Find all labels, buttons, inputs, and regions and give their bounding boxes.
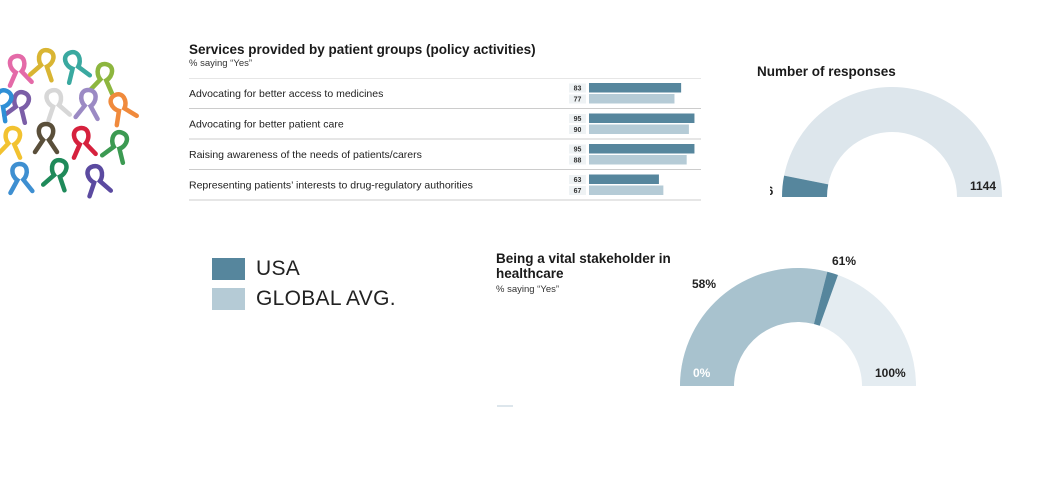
value-badge: [569, 144, 586, 154]
value-badge: [569, 83, 586, 93]
bar-global: [589, 185, 664, 195]
bar-usa: [589, 113, 695, 123]
vital-label-usa: 58%: [692, 277, 716, 291]
ribbon-icon: [44, 87, 73, 123]
ribbon-icon: [88, 61, 115, 96]
responses-label-total: 1144: [970, 179, 996, 193]
services-bar-chart: Services provided by patient groups (pol…: [189, 42, 701, 201]
value-badge: [569, 114, 586, 123]
vital-chart-title: Being a vital stakeholder in healthcare: [496, 251, 671, 281]
bar-global: [589, 94, 675, 104]
legend-label-usa: USA: [256, 257, 301, 280]
ribbon-icon: [99, 129, 130, 166]
legend-swatch-global: [212, 288, 245, 310]
value-badge: [569, 155, 586, 165]
awareness-ribbons-icon: [0, 47, 139, 199]
value-badge: [569, 175, 586, 184]
value-badge: [569, 186, 586, 195]
vital-label-global: 61%: [832, 254, 856, 268]
legend-label-global: GLOBAL AVG.: [256, 287, 396, 310]
vital-stakeholder-gauge: 58% 61% 0% 100%: [680, 254, 916, 386]
legend-item-global: GLOBAL AVG.: [212, 284, 396, 314]
bar-usa: [589, 174, 659, 184]
bar-usa: [589, 144, 695, 154]
bar-chart-title: Services provided by patient groups (pol…: [189, 42, 536, 57]
ribbon-icon: [0, 125, 23, 160]
vital-slice-usa: [680, 268, 828, 386]
bar-category-label: Representing patients’ interests to drug…: [189, 180, 473, 192]
value-badge: [569, 125, 586, 134]
responses-slice-other: [784, 87, 1002, 197]
ribbon-icon: [32, 121, 60, 155]
bar-value-label: 88: [574, 158, 582, 165]
bar-chart-plot: Advocating for better access to medicine…: [189, 78, 701, 201]
bar-category-label: Advocating for better patient care: [189, 119, 344, 131]
ribbon-icon: [73, 87, 100, 122]
ribbon-icon: [27, 47, 56, 83]
legend-item-usa: USA: [212, 254, 396, 284]
ribbon-icon: [62, 49, 93, 86]
ribbon-icon: [8, 161, 35, 196]
bar-usa: [589, 83, 682, 93]
bar-chart-subtitle: % saying “Yes”: [189, 58, 253, 69]
legend-swatch-usa: [212, 258, 245, 280]
responses-chart-title: Number of responses: [757, 64, 896, 79]
ribbon-icon: [85, 163, 114, 199]
responses-slice-usa: [782, 175, 829, 197]
legend: USA GLOBAL AVG.: [212, 254, 396, 314]
ribbon-icon: [7, 53, 34, 88]
bar-value-label: 90: [574, 127, 582, 134]
vital-marker-global: [813, 271, 838, 326]
bar-global: [589, 124, 689, 134]
ribbon-icon: [71, 125, 98, 160]
bar-value-label: 63: [574, 177, 582, 184]
bar-value-label: 77: [574, 97, 582, 104]
ribbon-icon: [1, 89, 32, 126]
ribbon-icon: [108, 92, 139, 128]
bar-value-label: 67: [574, 188, 582, 195]
bar-category-label: Raising awareness of the needs of patien…: [189, 149, 422, 161]
bar-value-label: 83: [574, 86, 582, 93]
value-badge: [569, 94, 586, 104]
ribbon-icon: [0, 88, 14, 124]
bar-value-label: 95: [574, 147, 582, 154]
bar-value-label: 95: [574, 116, 582, 123]
bar-category-label: Advocating for better access to medicine…: [189, 88, 383, 100]
divider-stub: [497, 405, 513, 407]
vital-label-min: 0%: [693, 366, 711, 380]
responses-gauge: 76 1144: [770, 87, 1002, 198]
vital-label-max: 100%: [875, 366, 906, 380]
bar-global: [589, 155, 687, 165]
vital-chart-subtitle: % saying “Yes”: [496, 284, 560, 295]
ribbon-icon: [40, 157, 69, 193]
responses-label-usa: 76: [770, 184, 774, 198]
